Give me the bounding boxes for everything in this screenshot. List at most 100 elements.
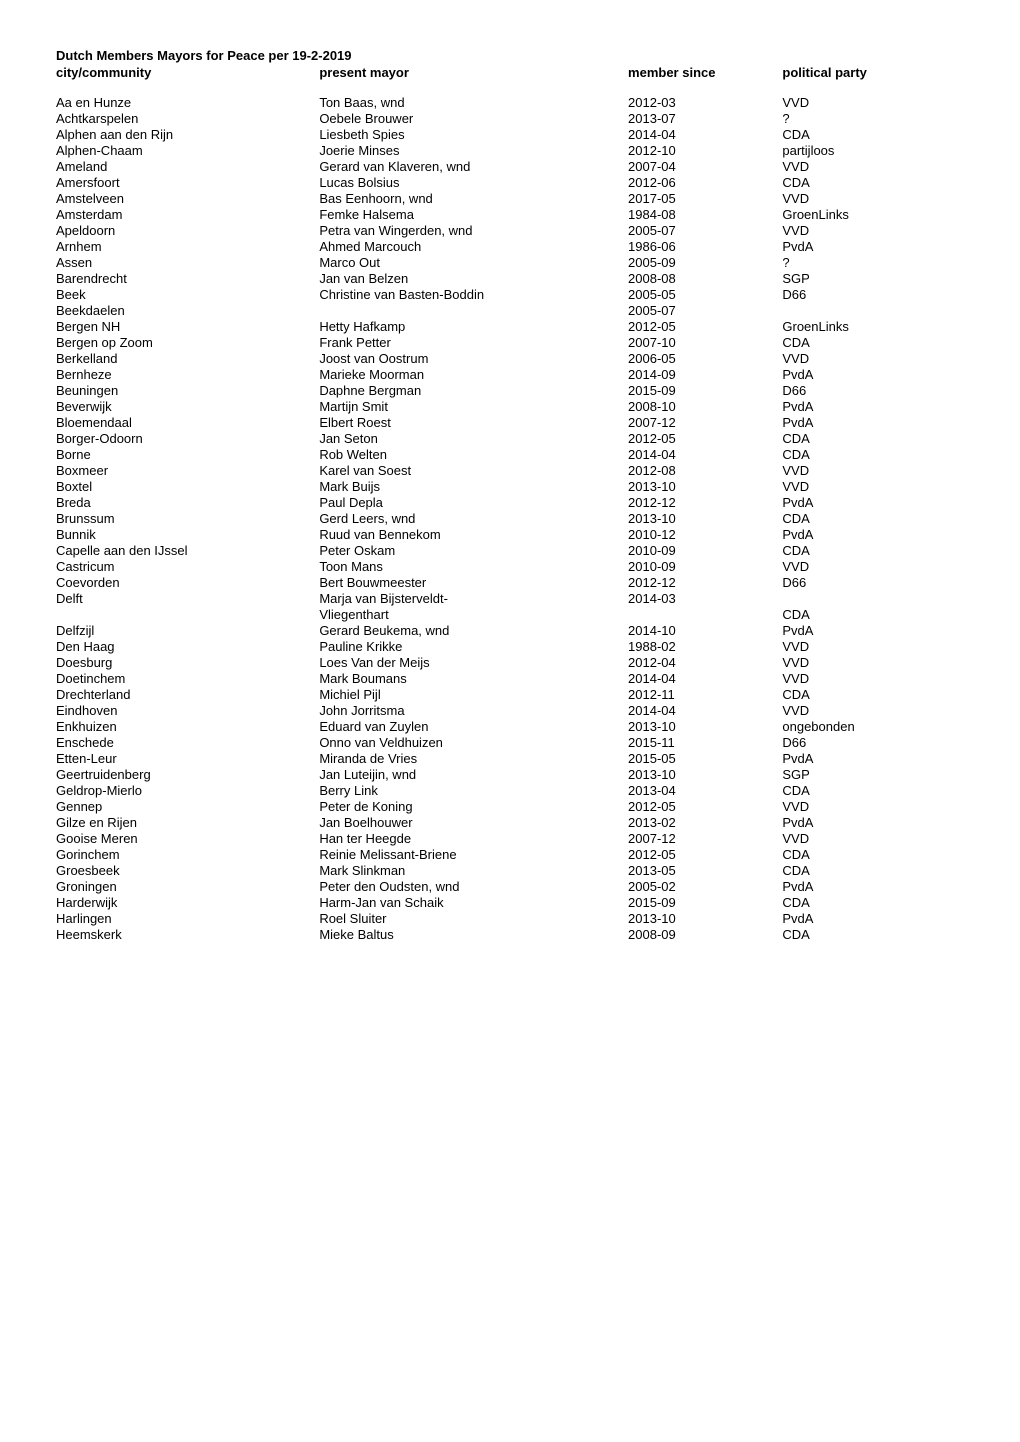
- cell-since: 2013-05: [628, 862, 782, 878]
- cell-city: Breda: [56, 494, 319, 510]
- cell-party: VVD: [782, 222, 964, 238]
- cell-mayor: John Jorritsma: [319, 702, 628, 718]
- cell-party: [782, 590, 964, 606]
- members-table: city/community present mayor member sinc…: [56, 65, 964, 942]
- cell-mayor: Petra van Wingerden, wnd: [319, 222, 628, 238]
- table-row: AmsterdamFemke Halsema1984-08GroenLinks: [56, 206, 964, 222]
- cell-party: PvdA: [782, 238, 964, 254]
- cell-party: CDA: [782, 846, 964, 862]
- cell-city: Borger-Odoorn: [56, 430, 319, 446]
- cell-party: PvdA: [782, 814, 964, 830]
- cell-party: VVD: [782, 702, 964, 718]
- cell-city: Beverwijk: [56, 398, 319, 414]
- table-row: BeuningenDaphne Bergman2015-09D66: [56, 382, 964, 398]
- cell-party: VVD: [782, 478, 964, 494]
- table-row: DelfzijlGerard Beukema, wnd2014-10PvdA: [56, 622, 964, 638]
- cell-party: CDA: [782, 446, 964, 462]
- cell-party: PvdA: [782, 526, 964, 542]
- cell-party: PvdA: [782, 910, 964, 926]
- col-header-party: political party: [782, 65, 964, 94]
- cell-party: CDA: [782, 430, 964, 446]
- cell-party: CDA: [782, 126, 964, 142]
- cell-party: CDA: [782, 894, 964, 910]
- table-row: DelftMarja van Bijsterveldt-2014-03: [56, 590, 964, 606]
- cell-since: 1986-06: [628, 238, 782, 254]
- cell-mayor: Berry Link: [319, 782, 628, 798]
- cell-since: 2012-12: [628, 574, 782, 590]
- cell-mayor: Mieke Baltus: [319, 926, 628, 942]
- cell-mayor: Toon Mans: [319, 558, 628, 574]
- cell-mayor: Vliegenthart: [319, 606, 628, 622]
- cell-party: VVD: [782, 462, 964, 478]
- table-row: BernhezeMarieke Moorman2014-09PvdA: [56, 366, 964, 382]
- cell-since: 2012-10: [628, 142, 782, 158]
- cell-city: Enschede: [56, 734, 319, 750]
- cell-since: 2006-05: [628, 350, 782, 366]
- cell-city: Gorinchem: [56, 846, 319, 862]
- cell-since: 2012-05: [628, 798, 782, 814]
- table-row: EindhovenJohn Jorritsma2014-04VVD: [56, 702, 964, 718]
- cell-mayor: Gerard van Klaveren, wnd: [319, 158, 628, 174]
- cell-city: Coevorden: [56, 574, 319, 590]
- table-row: BerkellandJoost van Oostrum2006-05VVD: [56, 350, 964, 366]
- cell-party: PvdA: [782, 494, 964, 510]
- cell-city: Geldrop-Mierlo: [56, 782, 319, 798]
- table-row: DrechterlandMichiel Pijl2012-11CDA: [56, 686, 964, 702]
- cell-mayor: Hetty Hafkamp: [319, 318, 628, 334]
- cell-since: 2007-12: [628, 830, 782, 846]
- cell-since: 2013-02: [628, 814, 782, 830]
- cell-mayor: Martijn Smit: [319, 398, 628, 414]
- table-row: GroesbeekMark Slinkman2013-05CDA: [56, 862, 964, 878]
- cell-since: 2014-04: [628, 702, 782, 718]
- cell-party: GroenLinks: [782, 206, 964, 222]
- table-row: BoxtelMark Buijs2013-10VVD: [56, 478, 964, 494]
- cell-city: Arnhem: [56, 238, 319, 254]
- table-row: BredaPaul Depla2012-12PvdA: [56, 494, 964, 510]
- cell-mayor: Reinie Melissant-Briene: [319, 846, 628, 862]
- table-row: Gilze en RijenJan Boelhouwer2013-02PvdA: [56, 814, 964, 830]
- cell-since: 2005-07: [628, 302, 782, 318]
- cell-city: Amersfoort: [56, 174, 319, 190]
- cell-city: Delfzijl: [56, 622, 319, 638]
- cell-mayor: Marja van Bijsterveldt-: [319, 590, 628, 606]
- cell-party: GroenLinks: [782, 318, 964, 334]
- cell-city: Heemskerk: [56, 926, 319, 942]
- cell-mayor: Femke Halsema: [319, 206, 628, 222]
- cell-city: Boxtel: [56, 478, 319, 494]
- cell-since: 2013-10: [628, 478, 782, 494]
- cell-city: Ameland: [56, 158, 319, 174]
- cell-since: 2012-05: [628, 430, 782, 446]
- cell-city: Doesburg: [56, 654, 319, 670]
- cell-city: Assen: [56, 254, 319, 270]
- col-header-since: member since: [628, 65, 782, 94]
- cell-party: D66: [782, 574, 964, 590]
- cell-party: ?: [782, 254, 964, 270]
- cell-city: Eindhoven: [56, 702, 319, 718]
- cell-since: 2015-09: [628, 894, 782, 910]
- cell-mayor: Lucas Bolsius: [319, 174, 628, 190]
- cell-mayor: Han ter Heegde: [319, 830, 628, 846]
- table-row: AmstelveenBas Eenhoorn, wnd2017-05VVD: [56, 190, 964, 206]
- cell-since: 2012-03: [628, 94, 782, 110]
- cell-since: 2008-08: [628, 270, 782, 286]
- cell-mayor: Mark Slinkman: [319, 862, 628, 878]
- cell-since: 2015-09: [628, 382, 782, 398]
- table-row: Den HaagPauline Krikke1988-02VVD: [56, 638, 964, 654]
- cell-mayor: Bas Eenhoorn, wnd: [319, 190, 628, 206]
- cell-city: Bergen op Zoom: [56, 334, 319, 350]
- table-row: ApeldoornPetra van Wingerden, wnd2005-07…: [56, 222, 964, 238]
- cell-party: CDA: [782, 174, 964, 190]
- cell-party: D66: [782, 734, 964, 750]
- cell-mayor: Peter den Oudsten, wnd: [319, 878, 628, 894]
- cell-party: VVD: [782, 638, 964, 654]
- table-row: GroningenPeter den Oudsten, wnd2005-02Pv…: [56, 878, 964, 894]
- cell-mayor: Jan Boelhouwer: [319, 814, 628, 830]
- cell-since: 2012-11: [628, 686, 782, 702]
- cell-since: 1984-08: [628, 206, 782, 222]
- cell-mayor: Onno van Veldhuizen: [319, 734, 628, 750]
- cell-city: Geertruidenberg: [56, 766, 319, 782]
- cell-party: CDA: [782, 926, 964, 942]
- cell-party: CDA: [782, 542, 964, 558]
- cell-party: VVD: [782, 94, 964, 110]
- cell-mayor: Jan van Belzen: [319, 270, 628, 286]
